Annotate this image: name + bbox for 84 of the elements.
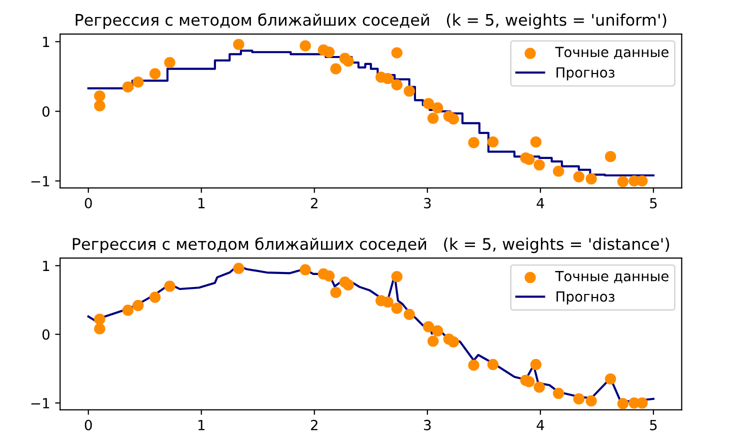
point <box>604 373 616 385</box>
point <box>233 38 244 50</box>
point <box>132 76 144 88</box>
x-tick-label: 3 <box>424 198 431 208</box>
legend-label: Точные данные <box>555 46 668 59</box>
point <box>617 176 629 188</box>
x-tick-label: 4 <box>536 198 544 208</box>
point <box>94 314 106 325</box>
point <box>164 56 176 68</box>
point <box>534 159 545 171</box>
point <box>300 40 311 52</box>
point <box>427 112 439 124</box>
point <box>382 296 394 308</box>
point <box>233 262 244 274</box>
x-tick-label: 1 <box>198 420 205 430</box>
point <box>323 46 335 58</box>
point <box>487 136 499 148</box>
point <box>487 358 499 370</box>
point <box>636 397 648 409</box>
point <box>573 171 584 182</box>
point <box>122 304 134 316</box>
point <box>391 302 402 314</box>
point <box>342 56 354 67</box>
legend-label: Прогноз <box>556 67 614 80</box>
point <box>448 113 460 125</box>
chart-title: Регрессия с методом ближайших соседей (k = 5, weights = 'distance') <box>72 237 670 254</box>
point <box>617 398 629 410</box>
point <box>94 100 106 112</box>
x-tick-label: 5 <box>650 198 657 208</box>
point <box>604 150 616 162</box>
point <box>636 175 648 187</box>
chart-title: Регрессия с методом ближайших соседей (k = 5, weights = 'uniform') <box>76 13 666 29</box>
point <box>586 395 597 407</box>
point <box>391 47 402 58</box>
point <box>552 388 564 399</box>
point <box>149 292 161 303</box>
point <box>468 137 480 148</box>
point <box>530 358 542 370</box>
x-tick-label: 2 <box>310 420 318 430</box>
x-tick-label: 4 <box>536 420 544 430</box>
point <box>94 323 106 334</box>
x-tick-label: 1 <box>198 198 205 208</box>
point <box>122 81 134 93</box>
point <box>382 72 394 84</box>
point <box>586 173 597 184</box>
point <box>323 270 335 282</box>
x-tick-label: 3 <box>424 420 431 430</box>
y-tick-label: 1 <box>43 36 50 47</box>
point <box>432 102 444 114</box>
point <box>552 166 564 177</box>
x-tick-label: 5 <box>650 420 657 430</box>
point <box>432 325 444 336</box>
point <box>422 321 434 332</box>
point <box>422 98 434 110</box>
y-tick-label: −1 <box>31 176 50 186</box>
point <box>404 308 415 320</box>
legend-label: Точные данные <box>555 271 668 284</box>
point <box>391 271 402 282</box>
point <box>530 136 542 148</box>
point <box>330 63 342 74</box>
point <box>427 336 439 347</box>
point <box>94 90 106 102</box>
point <box>534 382 545 393</box>
x-tick-label: 0 <box>84 198 92 208</box>
point <box>330 286 342 298</box>
point <box>573 393 584 404</box>
point <box>404 86 415 97</box>
x-tick-label: 2 <box>310 198 318 208</box>
point <box>132 300 144 312</box>
point <box>149 68 161 80</box>
x-tick-label: 0 <box>84 420 92 430</box>
point <box>391 79 402 90</box>
legend-label: Прогноз <box>556 291 614 304</box>
point <box>468 360 480 371</box>
point <box>164 280 176 292</box>
y-tick-label: 0 <box>42 329 50 340</box>
y-tick-label: −1 <box>31 398 50 408</box>
point <box>448 336 460 348</box>
point <box>342 279 354 290</box>
point <box>300 264 311 276</box>
y-tick-label: 1 <box>43 260 50 271</box>
y-tick-label: 0 <box>42 106 50 117</box>
point <box>524 376 535 388</box>
point <box>524 154 535 165</box>
